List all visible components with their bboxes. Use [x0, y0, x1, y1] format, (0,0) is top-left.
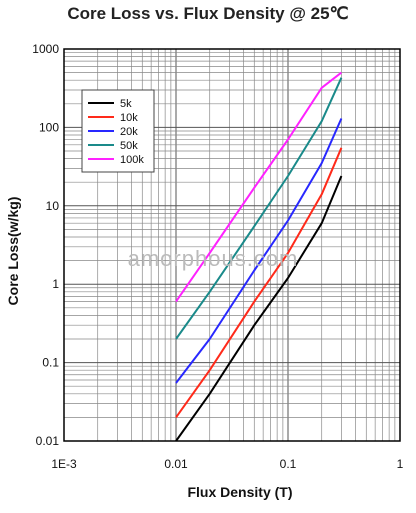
x-tick-label: 0.01 [164, 457, 188, 471]
series-line-5k [175, 175, 343, 442]
legend-label-100k: 100k [120, 154, 144, 166]
plot-border [63, 48, 401, 442]
y-tick-label: 0.1 [42, 356, 59, 370]
y-tick-label: 100 [39, 120, 59, 134]
legend: 5k 10k 20k 50k 100k [81, 89, 155, 173]
x-axis-label: Flux Density (T) [187, 484, 293, 500]
legend-label-5k: 5k [120, 98, 132, 110]
y-tick-label: 1 [52, 277, 59, 291]
series-line-50k [175, 77, 343, 340]
plot-frame [63, 48, 401, 442]
x-tick-label: 1 [397, 457, 404, 471]
legend-label-10k: 10k [120, 112, 138, 124]
chart-title: Core Loss vs. Flux Density @ 25℃ [67, 4, 349, 23]
series-lines [175, 71, 343, 442]
legend-label-50k: 50k [120, 140, 138, 152]
x-tick-label: 0.1 [280, 457, 297, 471]
series-line-100k [175, 71, 343, 303]
series-line-10k [175, 147, 343, 418]
series-line-20k [175, 118, 343, 384]
watermark: amorphous.com [127, 246, 299, 271]
y-tick-label: 0.01 [36, 434, 60, 448]
x-tick-label: 1E-3 [51, 457, 77, 471]
tick-labels: 1E-3 0.01 0.1 1 0.01 0.1 1 10 100 1000 [32, 42, 403, 471]
grid [63, 49, 400, 442]
y-tick-label: 1000 [32, 42, 59, 56]
y-tick-label: 10 [46, 199, 60, 213]
legend-label-20k: 20k [120, 126, 138, 138]
